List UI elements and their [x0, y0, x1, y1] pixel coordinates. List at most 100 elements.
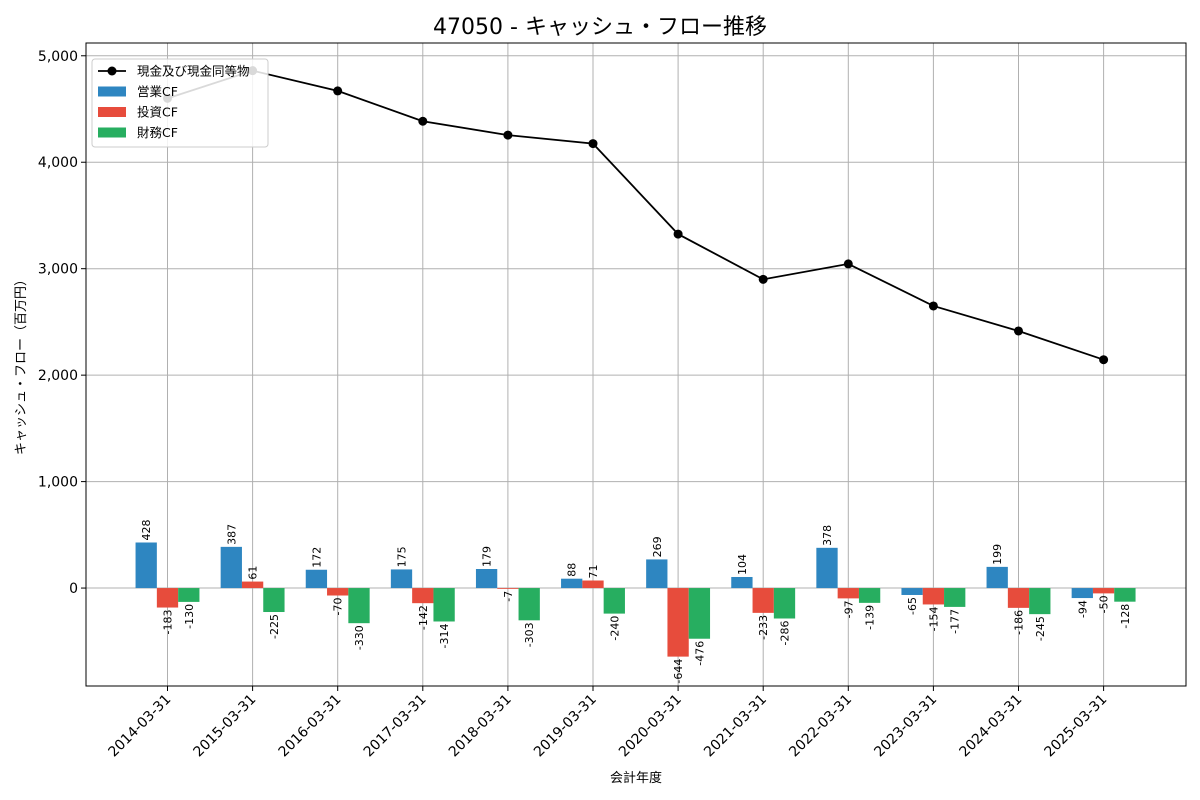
cash-line [167, 69, 1104, 361]
legend-swatch [98, 127, 126, 138]
bar-value-label: -128 [1119, 604, 1132, 629]
cash-line-point [333, 86, 343, 96]
cash-line-point [928, 301, 938, 311]
x-tick-label: 2014-03-31 [105, 692, 174, 761]
bar-value-label: -476 [693, 641, 706, 666]
cash-line-point [843, 259, 853, 269]
bar-財務CF [263, 588, 285, 613]
legend-box [91, 58, 269, 148]
x-axis-label: 会計年度 [610, 770, 662, 786]
cash-line-point [758, 274, 768, 284]
bar-営業CF [475, 569, 498, 589]
bar-value-label: 71 [587, 565, 600, 579]
bar-営業CF [646, 559, 668, 589]
bar-value-label: 61 [247, 566, 260, 580]
bar-value-label: -130 [183, 604, 196, 629]
bar-営業CF [986, 566, 1008, 589]
bar-value-label: -225 [268, 614, 281, 639]
bar-投資CF [327, 588, 349, 596]
cash-line-point [1014, 326, 1023, 336]
x-tick-label: 2021-03-31 [701, 692, 770, 761]
bar-投資CF [752, 588, 774, 613]
bar-value-label: -65 [906, 597, 919, 615]
legend-swatch [98, 86, 126, 97]
bar-投資CF [667, 588, 689, 657]
plot-frame [85, 42, 1187, 687]
legend-label: 現金及び現金同等物 [137, 64, 250, 79]
x-tick-label: 2023-03-31 [871, 692, 940, 761]
legend-swatch [98, 107, 126, 117]
bar-営業CF [816, 547, 838, 589]
bar-value-label: 378 [821, 525, 834, 546]
bar-value-label: 104 [736, 554, 749, 575]
x-tick-label: 2019-03-31 [531, 692, 600, 761]
x-tick-label: 2015-03-31 [191, 692, 260, 761]
bar-投資CF [241, 581, 264, 589]
y-axis-label: キャッシュ・フロー（百万円） [14, 273, 29, 455]
bar-財務CF [1029, 588, 1051, 615]
legend-label: 投資CF [137, 105, 178, 120]
bar-value-label: -183 [162, 610, 175, 635]
bar-value-label: -644 [672, 659, 685, 684]
cash-line-point [588, 139, 598, 149]
bars [135, 542, 1136, 657]
bar-投資CF [837, 588, 859, 599]
bar-value-label: 199 [991, 544, 1004, 565]
bar-投資CF [1007, 588, 1030, 608]
y-tick-label: 5,000 [38, 49, 78, 65]
bar-value-label: 175 [396, 546, 409, 567]
bar-value-label: -94 [1076, 600, 1089, 618]
bar-value-label: -245 [1034, 616, 1047, 641]
bar-投資CF [1092, 588, 1115, 594]
y-tick-label: 2,000 [38, 368, 78, 384]
cash-line-point [673, 229, 683, 239]
bar-投資CF [922, 588, 945, 605]
legend-marker [107, 66, 117, 76]
x-tick-label: 2016-03-31 [276, 692, 345, 761]
bar-営業CF [731, 576, 753, 589]
bar-財務CF [348, 588, 370, 624]
bar-value-label: 428 [140, 519, 153, 540]
cash-line-point [418, 116, 428, 126]
bar-財務CF [944, 588, 966, 607]
bar-営業CF [561, 578, 583, 589]
bar-財務CF [433, 588, 455, 622]
bar-value-label: 179 [481, 546, 494, 567]
cash-line-series [163, 66, 1109, 365]
bar-value-label: -177 [949, 609, 962, 634]
bar-value-label: -70 [332, 598, 345, 616]
y-tick-label: 1,000 [38, 475, 78, 491]
x-tick-label: 2017-03-31 [361, 692, 430, 761]
bar-財務CF [858, 588, 881, 603]
x-tick-label: 2024-03-31 [956, 692, 1025, 761]
y-tick-label: 0 [69, 581, 78, 597]
y-tick-label: 3,000 [38, 262, 78, 278]
bar-value-label: -303 [523, 622, 536, 647]
bar-value-label: -97 [842, 600, 855, 618]
bar-value-label: 387 [225, 524, 238, 545]
x-tick-label: 2018-03-31 [446, 692, 515, 761]
legend-label: 営業CF [137, 84, 178, 99]
bar-財務CF [603, 588, 625, 614]
bar-財務CF [178, 588, 200, 602]
bar-財務CF [773, 588, 796, 619]
legend-label: 財務CF [137, 125, 178, 140]
bar-営業CF [1071, 588, 1093, 599]
bar-value-label: -7 [502, 591, 515, 602]
cash-line-point [503, 130, 513, 140]
bar-value-label: -139 [864, 605, 877, 630]
bar-財務CF [1114, 588, 1136, 602]
bar-投資CF [497, 588, 519, 589]
bar-value-label: -314 [438, 623, 451, 648]
bar-value-label: -286 [779, 621, 792, 646]
x-tick-label: 2020-03-31 [616, 692, 685, 761]
bar-営業CF [390, 569, 413, 589]
bar-value-label: -154 [927, 606, 940, 631]
y-tick-label: 4,000 [38, 155, 78, 171]
bar-営業CF [220, 546, 242, 589]
bar-value-label: -186 [1013, 610, 1026, 635]
cash-line-point [1099, 355, 1109, 365]
bar-labels: 428 387 172 175 179 88 269 104 378 -65 199 -94 -183 6… [140, 519, 1132, 683]
y-axis: 0 1,000 2,000 3,000 4,000 5,000 [38, 49, 86, 597]
